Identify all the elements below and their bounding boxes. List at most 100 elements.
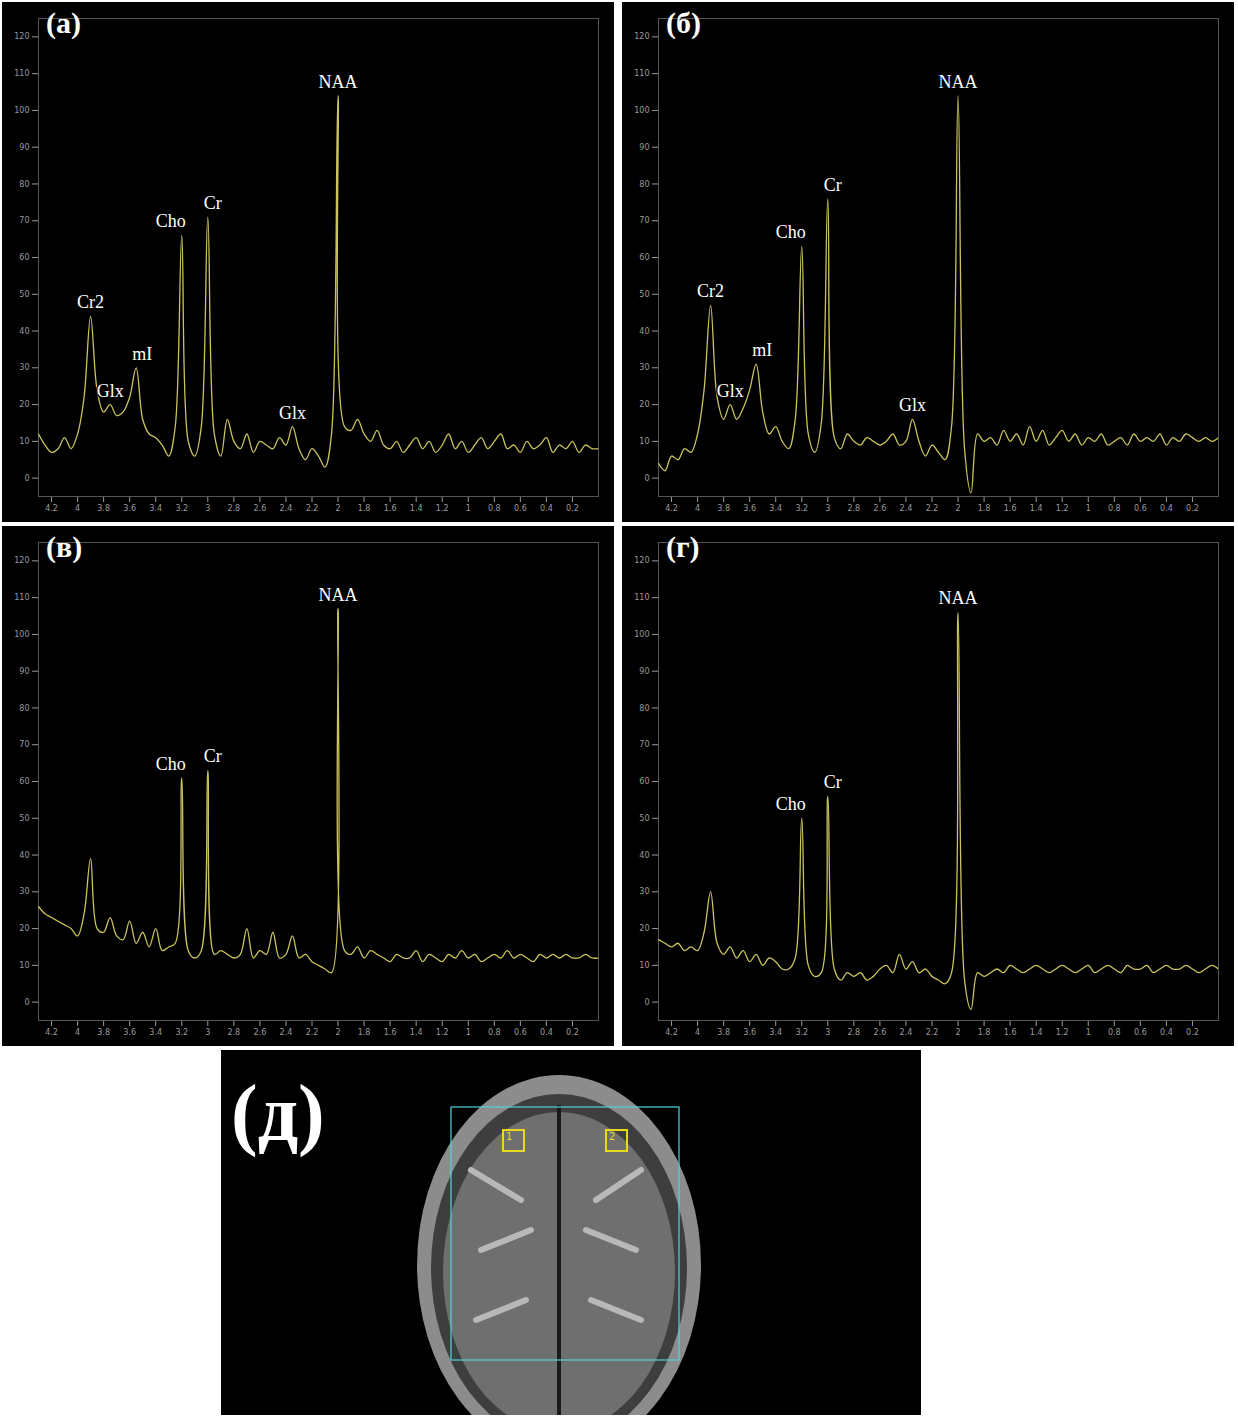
svg-text:2.2: 2.2: [306, 504, 319, 513]
svg-text:2.6: 2.6: [874, 1028, 887, 1037]
svg-text:2.6: 2.6: [874, 504, 887, 513]
svg-text:1.2: 1.2: [436, 504, 449, 513]
svg-text:110: 110: [634, 593, 649, 602]
svg-text:0.4: 0.4: [540, 504, 553, 513]
svg-text:Glx: Glx: [717, 381, 744, 401]
svg-text:30: 30: [19, 887, 29, 896]
svg-text:2: 2: [335, 1028, 340, 1037]
svg-text:2.8: 2.8: [847, 504, 860, 513]
svg-text:1.8: 1.8: [978, 1028, 991, 1037]
svg-text:40: 40: [639, 327, 649, 336]
svg-text:4.2: 4.2: [45, 504, 58, 513]
svg-text:2.6: 2.6: [254, 504, 267, 513]
svg-text:1.4: 1.4: [1030, 1028, 1043, 1037]
svg-text:2.2: 2.2: [926, 504, 939, 513]
svg-text:NAA: NAA: [319, 585, 358, 605]
svg-text:3.6: 3.6: [743, 1028, 756, 1037]
svg-text:4: 4: [75, 504, 80, 513]
svg-text:NAA: NAA: [939, 588, 978, 608]
svg-text:110: 110: [14, 69, 29, 78]
svg-text:4: 4: [695, 1028, 700, 1037]
svg-text:60: 60: [639, 253, 649, 262]
svg-text:Cr2: Cr2: [77, 292, 104, 312]
svg-text:40: 40: [19, 851, 29, 860]
svg-text:1.6: 1.6: [384, 1028, 397, 1037]
svg-text:1.6: 1.6: [384, 504, 397, 513]
svg-text:30: 30: [639, 363, 649, 372]
svg-text:100: 100: [634, 106, 649, 115]
svg-text:1.6: 1.6: [1004, 504, 1017, 513]
svg-text:70: 70: [19, 216, 29, 225]
svg-text:Cho: Cho: [776, 794, 806, 814]
svg-text:0.6: 0.6: [514, 1028, 527, 1037]
svg-text:Cr: Cr: [824, 772, 842, 792]
svg-text:10: 10: [19, 961, 29, 970]
svg-text:3.6: 3.6: [123, 1028, 136, 1037]
svg-text:1.2: 1.2: [1056, 504, 1069, 513]
svg-text:70: 70: [639, 740, 649, 749]
svg-text:3.4: 3.4: [769, 1028, 782, 1037]
svg-text:0.2: 0.2: [566, 504, 579, 513]
svg-text:2.2: 2.2: [306, 1028, 319, 1037]
svg-text:90: 90: [19, 143, 29, 152]
svg-text:3.6: 3.6: [123, 504, 136, 513]
svg-text:NAA: NAA: [939, 72, 978, 92]
svg-text:0.6: 0.6: [1134, 1028, 1147, 1037]
svg-text:80: 80: [639, 704, 649, 713]
svg-text:110: 110: [634, 69, 649, 78]
svg-text:3.4: 3.4: [769, 504, 782, 513]
svg-text:120: 120: [634, 556, 649, 565]
svg-text:0.8: 0.8: [488, 504, 501, 513]
svg-text:50: 50: [19, 814, 29, 823]
svg-text:50: 50: [19, 290, 29, 299]
svg-text:100: 100: [14, 106, 29, 115]
svg-text:30: 30: [639, 887, 649, 896]
svg-text:mI: mI: [752, 340, 772, 360]
svg-text:3.2: 3.2: [795, 1028, 808, 1037]
svg-text:70: 70: [639, 216, 649, 225]
svg-text:0.4: 0.4: [540, 1028, 553, 1037]
svg-text:90: 90: [639, 143, 649, 152]
svg-text:2.8: 2.8: [227, 504, 240, 513]
svg-text:40: 40: [19, 327, 29, 336]
svg-text:1.2: 1.2: [436, 1028, 449, 1037]
svg-text:0: 0: [644, 998, 649, 1007]
svg-text:3.2: 3.2: [175, 1028, 188, 1037]
svg-text:3.2: 3.2: [175, 504, 188, 513]
svg-text:0: 0: [644, 474, 649, 483]
svg-text:10: 10: [639, 437, 649, 446]
svg-text:2.4: 2.4: [280, 504, 293, 513]
svg-text:3.6: 3.6: [743, 504, 756, 513]
svg-text:1.6: 1.6: [1004, 1028, 1017, 1037]
svg-text:0.8: 0.8: [1108, 1028, 1121, 1037]
svg-text:2.8: 2.8: [227, 1028, 240, 1037]
svg-text:3: 3: [825, 504, 830, 513]
svg-text:1.8: 1.8: [358, 1028, 371, 1037]
svg-text:60: 60: [639, 777, 649, 786]
svg-text:4: 4: [75, 1028, 80, 1037]
svg-text:1: 1: [1086, 1028, 1091, 1037]
svg-text:20: 20: [639, 924, 649, 933]
svg-text:1: 1: [1086, 504, 1091, 513]
svg-text:3.8: 3.8: [97, 504, 110, 513]
svg-text:2: 2: [955, 504, 960, 513]
svg-text:80: 80: [639, 180, 649, 189]
svg-text:60: 60: [19, 253, 29, 262]
svg-text:110: 110: [14, 593, 29, 602]
svg-text:1.4: 1.4: [410, 1028, 423, 1037]
svg-text:1.8: 1.8: [978, 504, 991, 513]
svg-text:Cho: Cho: [776, 222, 806, 242]
svg-text:0.4: 0.4: [1160, 504, 1173, 513]
svg-text:Cho: Cho: [156, 754, 186, 774]
svg-text:Glx: Glx: [899, 395, 926, 415]
svg-text:0.4: 0.4: [1160, 1028, 1173, 1037]
svg-text:0.6: 0.6: [514, 504, 527, 513]
svg-text:4.2: 4.2: [45, 1028, 58, 1037]
svg-text:NAA: NAA: [319, 72, 358, 92]
svg-text:1: 1: [506, 1131, 512, 1142]
svg-text:10: 10: [639, 961, 649, 970]
svg-text:20: 20: [19, 400, 29, 409]
svg-text:120: 120: [14, 556, 29, 565]
svg-text:Glx: Glx: [279, 403, 306, 423]
svg-text:90: 90: [639, 667, 649, 676]
